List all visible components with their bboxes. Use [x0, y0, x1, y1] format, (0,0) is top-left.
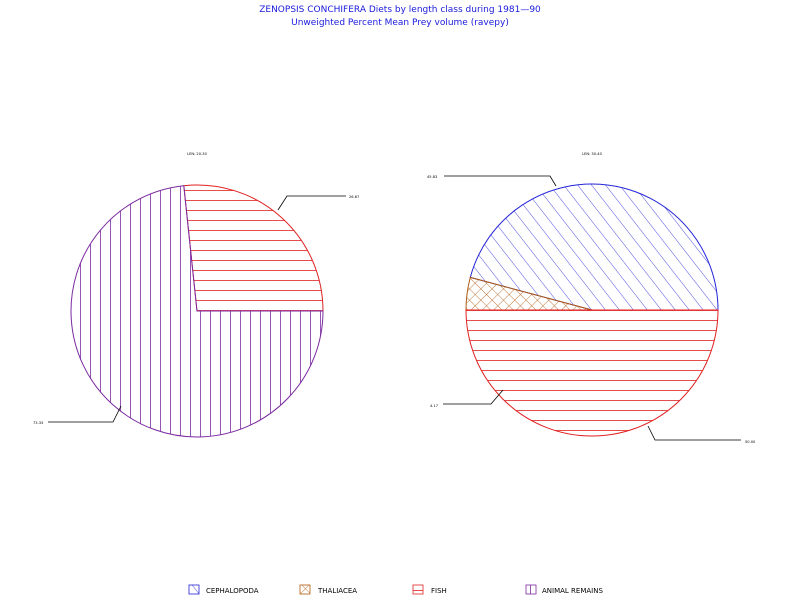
pie-slice-left-animal-remains	[70, 185, 324, 438]
legend-item-fish: FISH	[412, 584, 447, 595]
leader-line-left-fish	[277, 195, 346, 211]
legend: CEPHALOPODA THALIACEA FISH ANIMAL REMAIN…	[188, 584, 603, 595]
slice-label-left-fish: 26.67	[349, 195, 359, 199]
legend-swatch-animal-remains	[525, 584, 537, 595]
leader-line-left-animal	[48, 405, 122, 423]
slice-label-right-fish: 50.00	[745, 440, 756, 444]
pie-slice-right-cephalopoda	[469, 183, 719, 311]
legend-label-thaliacea: THALIACEA	[317, 587, 357, 595]
legend-item-animal-remains: ANIMAL REMAINS	[525, 584, 603, 595]
pie-right: LEN: 30-40 45.83 4.17 50.00	[427, 152, 756, 444]
pie-slice-left-fish	[183, 184, 324, 312]
pie-left-length-label: LEN: 20-30	[187, 152, 207, 156]
slice-label-right-thaliacea: 4.17	[430, 404, 438, 408]
leader-line-right-thaliacea	[443, 389, 504, 405]
pie-slice-right-fish	[465, 309, 719, 437]
legend-label-animal-remains: ANIMAL REMAINS	[542, 587, 603, 595]
slice-label-left-animal: 73.33	[33, 421, 43, 425]
slice-label-right-cephalopoda: 45.83	[427, 175, 437, 179]
chart-subtitle: Unweighted Percent Mean Prey volume (rav…	[291, 18, 509, 28]
pie-right-length-label: LEN: 30-40	[582, 152, 602, 156]
legend-label-cephalopoda: CEPHALOPODA	[206, 587, 259, 595]
legend-item-cephalopoda: CEPHALOPODA	[188, 584, 259, 595]
chart-title: ZENOPSIS CONCHIFERA Diets by length clas…	[259, 5, 541, 15]
legend-swatch-thaliacea	[299, 584, 311, 595]
pie-left: LEN: 20-30 26.67 73.33	[33, 152, 359, 438]
legend-swatch-fish	[412, 584, 424, 595]
leader-line-right-fish	[647, 425, 741, 441]
legend-swatch-cephalopoda	[188, 584, 200, 595]
leader-line-right-cephalopoda	[444, 175, 557, 187]
legend-item-thaliacea: THALIACEA	[299, 584, 357, 595]
legend-label-fish: FISH	[431, 587, 447, 595]
